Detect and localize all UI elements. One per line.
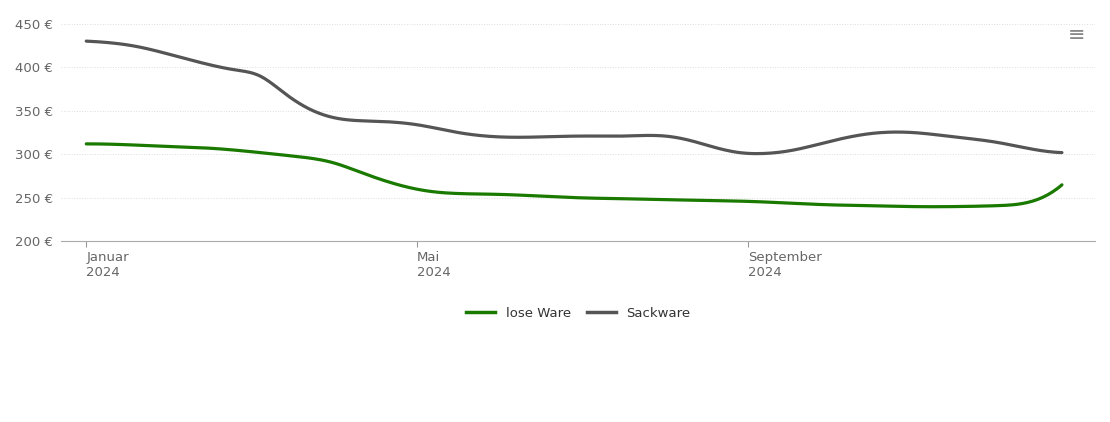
Text: ≡: ≡ <box>1068 25 1086 45</box>
Legend: lose Ware, Sackware: lose Ware, Sackware <box>461 301 696 325</box>
